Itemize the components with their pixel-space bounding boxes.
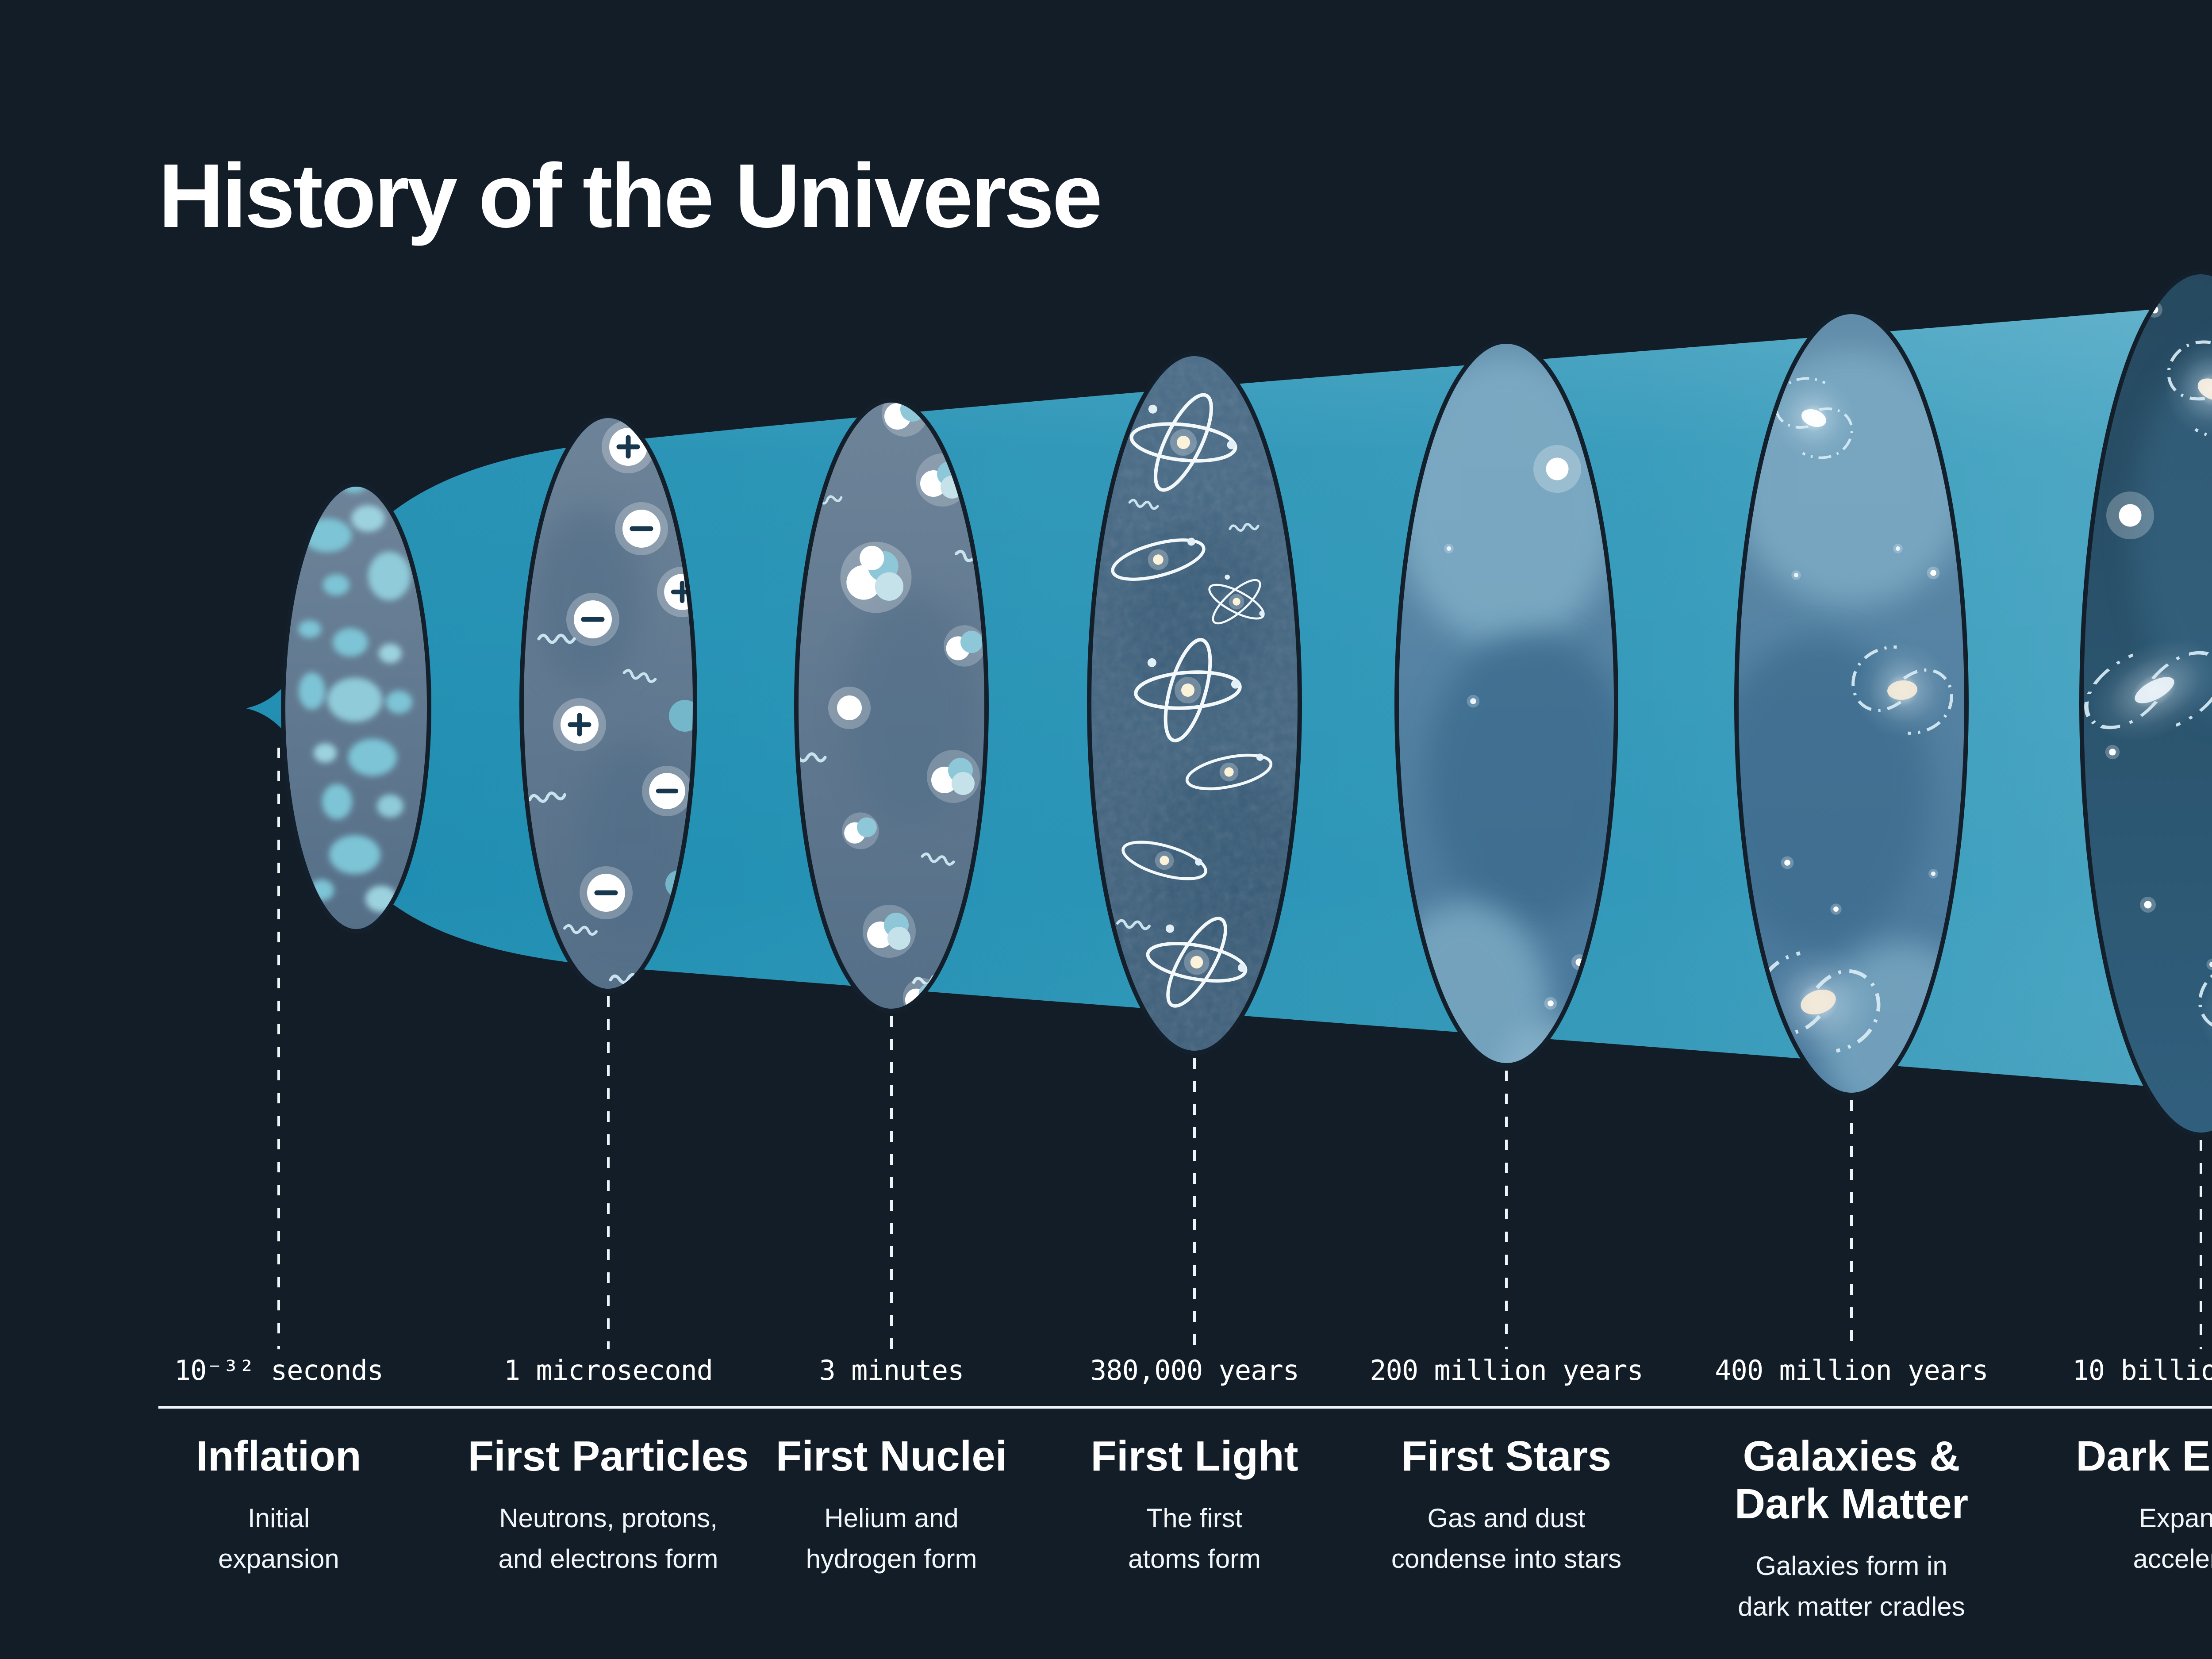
accelerating-galaxies-icon (2079, 270, 2212, 1137)
epoch-description: Gas and dust condense into stars (1391, 1503, 1622, 1574)
epoch-time-label: 200 million years (1370, 1354, 1644, 1386)
epoch-time-label: 10⁻³² seconds (174, 1354, 384, 1386)
epoch-description: The first atoms form (1128, 1503, 1261, 1574)
epoch-title: Inflation (196, 1432, 361, 1480)
atoms-icon (1087, 352, 1302, 1055)
epoch-time-label: 1 microsecond (503, 1354, 713, 1386)
epoch-title: First Nuclei (776, 1432, 1007, 1480)
epoch-column-first-light: 380,000 years First Light The first atom… (1022, 1355, 1367, 1579)
epoch-column-first-particles: 1 microsecond First Particles Neutrons, … (436, 1355, 781, 1579)
epoch-column-inflation: 10⁻³² seconds Inflation Initial expansio… (106, 1355, 451, 1579)
epoch-description: Neutrons, protons, and electrons form (498, 1503, 718, 1574)
epoch-time-label: 380,000 years (1090, 1354, 1299, 1386)
epoch-title: Dark Energy (2076, 1432, 2212, 1480)
epoch-description: Expansion accelerates (2133, 1503, 2212, 1574)
atomic-nuclei-icon (794, 398, 989, 1013)
epoch-column-galaxies-dark-matter: 400 million years Galaxies & Dark Matter… (1679, 1355, 2024, 1627)
epoch-time-label: 3 minutes (819, 1354, 964, 1386)
timeline-divider-line (158, 1406, 2212, 1409)
epoch-description: Helium and hydrogen form (806, 1503, 977, 1574)
epoch-title: First Light (1091, 1432, 1298, 1480)
epoch-title: Galaxies & Dark Matter (1734, 1432, 1969, 1528)
epoch-title: First Particles (468, 1432, 749, 1480)
quantum-fluctuations-icon (281, 482, 431, 933)
epoch-time-label: 400 million years (1715, 1354, 1989, 1386)
epoch-column-dark-energy: 10 billion years Dark Energy Expansion a… (2028, 1355, 2212, 1579)
epoch-column-first-stars: 200 million years First Stars Gas and du… (1334, 1355, 1679, 1579)
epoch-time-label: 10 billion years (2072, 1354, 2212, 1386)
epoch-description: Galaxies form in dark matter cradles (1738, 1551, 1965, 1621)
charged-particles-icon (519, 414, 697, 993)
page-title: History of the Universe (158, 145, 1102, 246)
epoch-title: First Stars (1401, 1432, 1612, 1480)
epoch-column-first-nuclei: 3 minutes First Nuclei Helium and hydrog… (719, 1355, 1064, 1579)
timeline-connector-lines (277, 748, 2202, 1349)
gas-clouds-star-icon (1394, 339, 1618, 1068)
epoch-description: Initial expansion (218, 1503, 339, 1574)
